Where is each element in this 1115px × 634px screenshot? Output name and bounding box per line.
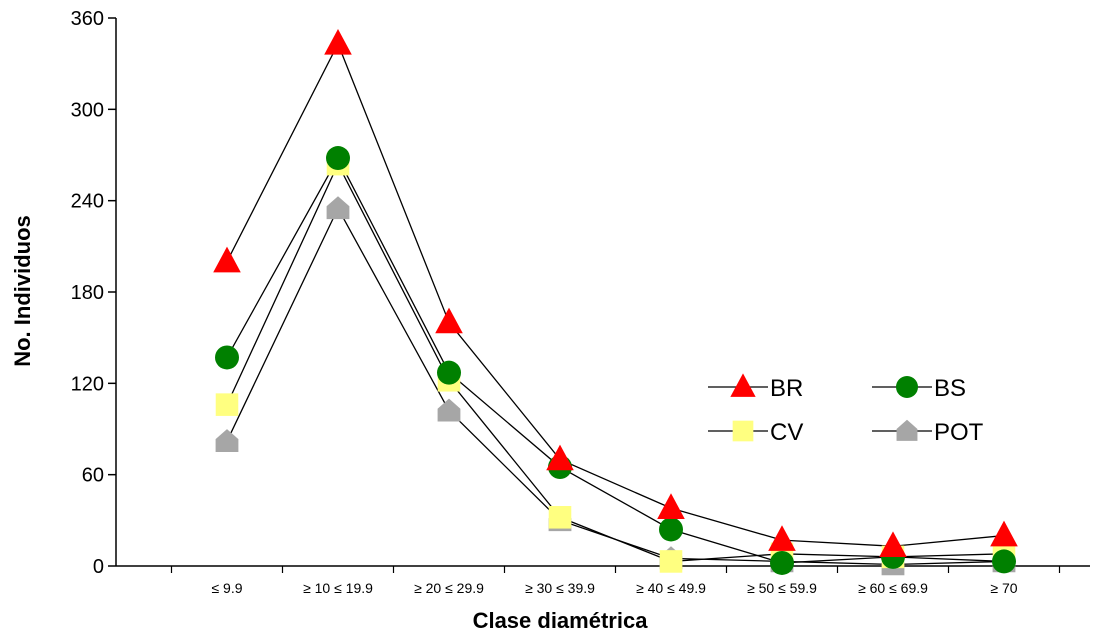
data-point-br [213,246,241,273]
data-point-pot [437,398,461,422]
legend-marker-br [730,373,756,397]
data-point-br [546,444,574,471]
legend-marker-bs [896,376,918,398]
legend: BR BS CV POT [708,373,984,446]
data-point-cv [548,506,572,529]
y-axis-title: No. Individuos [10,215,35,367]
y-tick-label: 300 [71,99,104,121]
data-point-bs [659,517,683,542]
legend-label-bs: BS [934,375,966,402]
data-point-bs [326,146,350,171]
y-tick-label: 240 [71,191,104,213]
series-line-pot [226,206,1005,566]
y-tick-label: 0 [93,556,104,578]
data-point-br [435,307,463,334]
x-tick-label: ≥ 50 ≤ 59.9 [747,580,817,596]
x-tick-label: ≥ 60 ≤ 69.9 [858,580,928,596]
y-tick-label: 360 [71,8,104,30]
y-tick-label: 60 [82,465,104,487]
data-point-cv [215,393,239,416]
data-point-pot [326,196,350,220]
x-tick-labels: ≤ 9.9 ≥ 10 ≤ 19.9 ≥ 20 ≤ 29.9 ≥ 30 ≤ 39.9 ≥ … [211,580,1017,596]
legend-label-pot: POT [934,419,984,446]
x-tick-label: ≥ 10 ≤ 19.9 [303,580,373,596]
data-point-cv [659,550,683,573]
series-lines [226,42,1005,566]
legend-marker-pot [896,419,918,441]
data-point-bs [437,360,461,385]
data-point-bs [770,550,794,575]
data-point-br [768,525,796,551]
axes [108,17,1090,573]
data-point-bs [992,549,1016,574]
legend-label-br: BR [770,375,803,402]
x-tick-label: ≥ 20 ≤ 29.9 [414,580,484,596]
x-tick-label: ≤ 9.9 [211,580,242,596]
legend-label-cv: CV [770,419,803,446]
y-tick-label: 180 [71,282,104,304]
data-point-br [990,520,1018,547]
data-point-pot [215,429,239,452]
x-tick-label: ≥ 70 [990,580,1017,596]
data-point-br [657,493,685,519]
series-line-bs [226,156,1005,564]
data-point-br [879,531,907,558]
series-markers [213,28,1018,576]
x-tick-label: ≥ 30 ≤ 39.9 [525,580,595,596]
x-axis-title: Clase diamétrica [473,608,649,633]
series-line-br [226,42,1005,547]
data-point-br [324,28,352,55]
y-tick-labels: 0 60 120 180 240 300 360 [71,8,104,578]
series-line-cv [226,162,1005,563]
y-tick-label: 120 [71,373,104,395]
data-point-bs [215,345,239,370]
x-tick-label: ≥ 40 ≤ 49.9 [636,580,706,596]
legend-marker-cv [732,420,754,442]
